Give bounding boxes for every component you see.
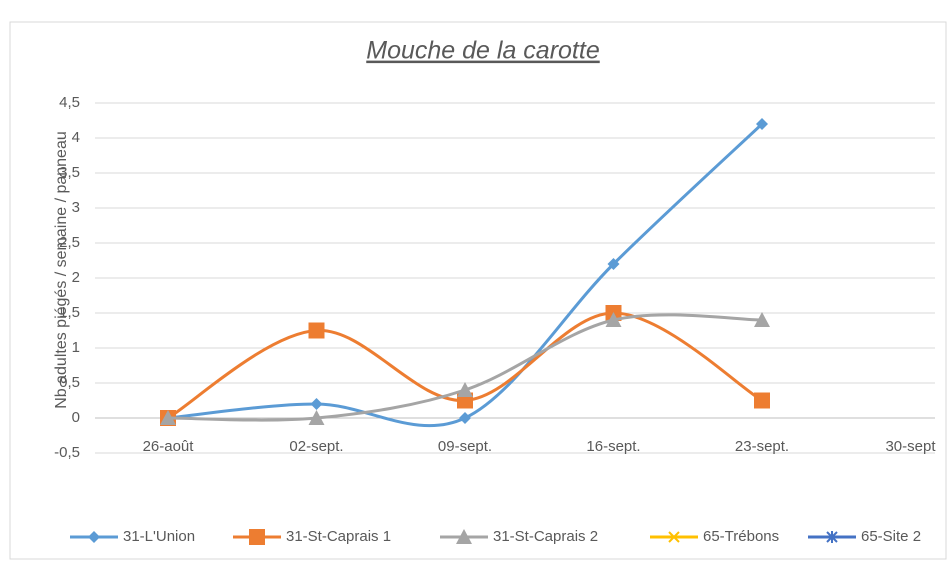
marker: [754, 312, 770, 327]
marker: [459, 412, 471, 424]
x-tick-label: 09-sept.: [438, 438, 492, 455]
marker: [756, 118, 768, 130]
chart-frame: [9, 21, 947, 560]
y-axis-title: Nb adultes piégés / semaine / panneau: [53, 131, 70, 409]
x-tick-label: 02-sept.: [289, 438, 343, 455]
y-tick-label: 4: [72, 129, 80, 146]
legend-marker: [668, 531, 680, 543]
marker: [607, 258, 620, 270]
legend-label: 65-Site 2: [861, 528, 921, 545]
y-tick-label: 4,5: [59, 94, 80, 111]
chart-title: Mouche de la carotte: [366, 37, 599, 65]
y-tick-label: 1: [72, 339, 80, 356]
legend-marker: [826, 531, 838, 543]
series-line: [167, 122, 764, 428]
legend-marker: [249, 529, 265, 545]
legend-label: 31-L'Union: [123, 528, 195, 545]
x-tick-label: 16-sept.: [586, 438, 640, 455]
marker: [308, 410, 325, 425]
legend-marker: [456, 529, 472, 544]
y-tick-label: 2,5: [59, 234, 80, 251]
legend-marker: [88, 531, 100, 543]
y-tick-label: 1,5: [59, 304, 80, 321]
marker: [160, 410, 176, 425]
y-tick-label: 3,5: [59, 164, 80, 181]
y-tick-label: 2: [72, 269, 80, 286]
legend-label: 31-St-Caprais 2: [493, 528, 598, 545]
x-tick-label: 30-sept: [885, 438, 936, 455]
legend-label: 31-St-Caprais 1: [286, 528, 391, 545]
marker: [457, 382, 473, 397]
x-tick-label: 26-août: [143, 438, 195, 455]
marker: [310, 398, 323, 410]
y-tick-label: 0: [72, 409, 80, 426]
marker: [605, 312, 622, 327]
y-tick-label: 3: [72, 199, 80, 216]
y-tick-label: -0,5: [54, 444, 80, 461]
legend-label: 65-Trébons: [703, 528, 779, 545]
marker: [754, 392, 770, 409]
marker: [308, 322, 325, 339]
y-tick-label: 0,5: [59, 374, 80, 391]
x-tick-label: 23-sept.: [735, 438, 789, 455]
